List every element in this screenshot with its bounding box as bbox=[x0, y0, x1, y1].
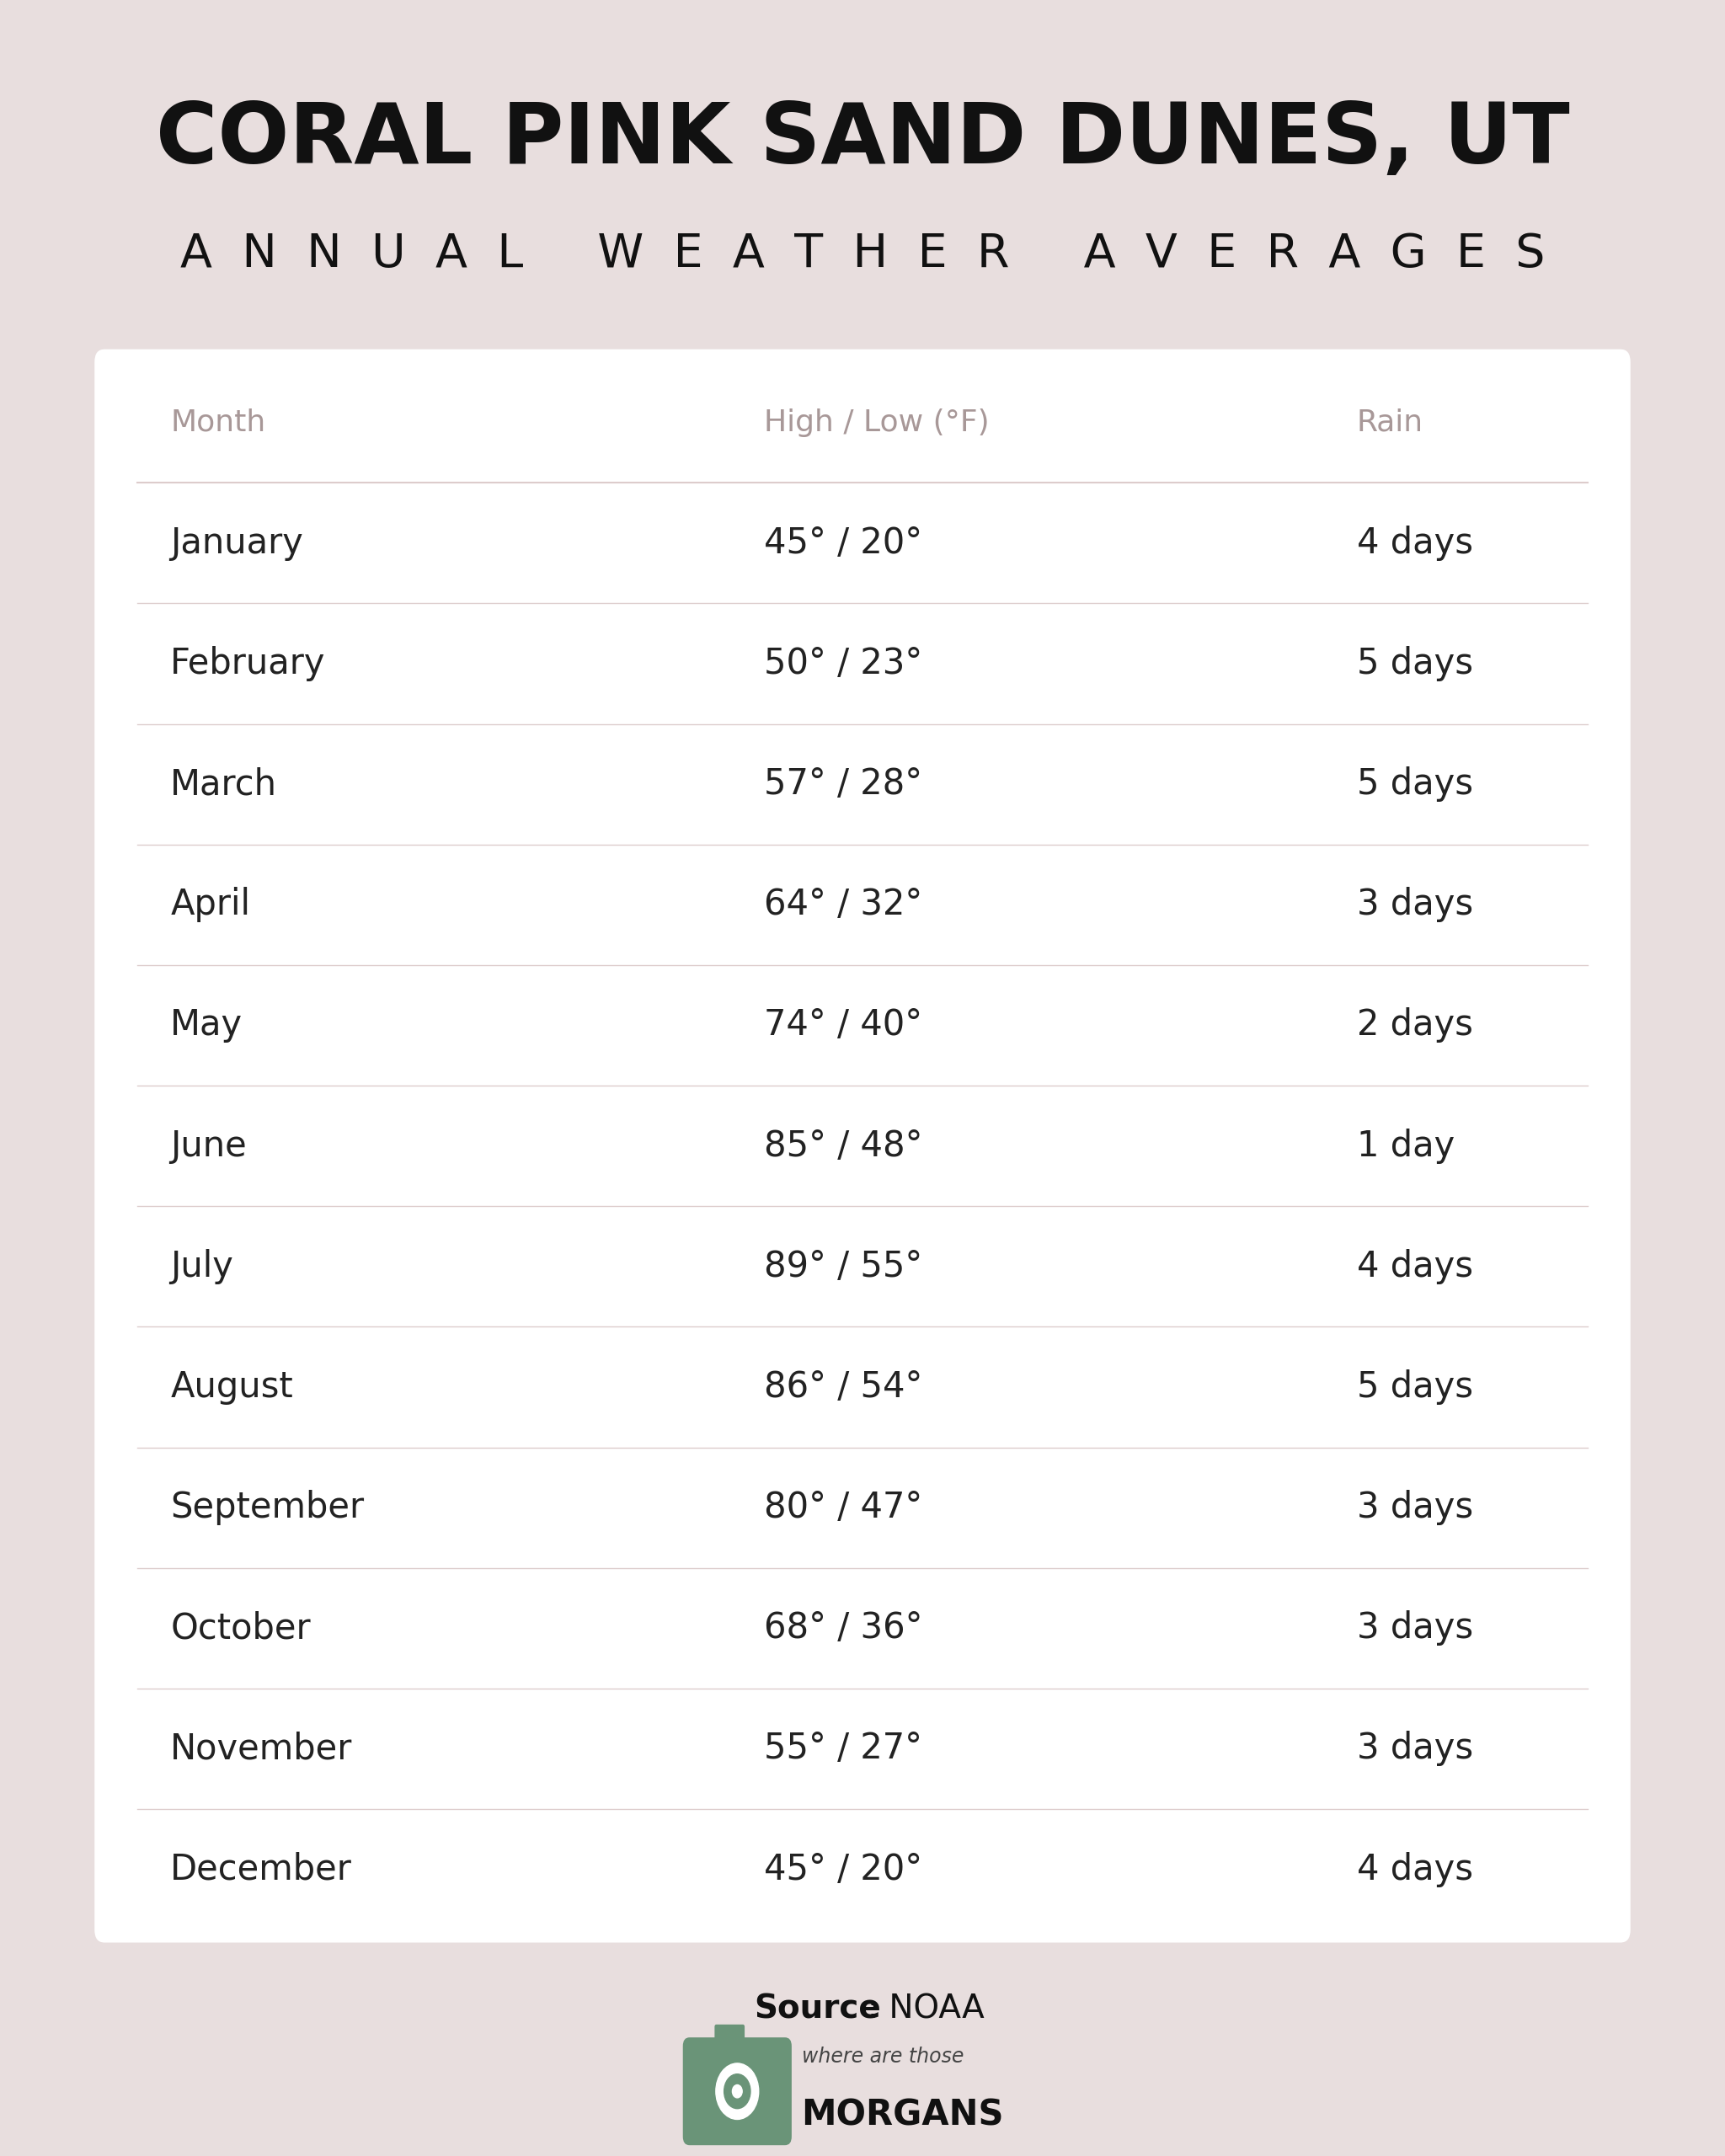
Text: 3 days: 3 days bbox=[1358, 1490, 1473, 1524]
Text: 64° / 32°: 64° / 32° bbox=[764, 886, 923, 923]
Text: February: February bbox=[171, 647, 326, 681]
Text: A  N  N  U  A  L     W  E  A  T  H  E  R     A  V  E  R  A  G  E  S: A N N U A L W E A T H E R A V E R A G E … bbox=[179, 231, 1546, 278]
Text: 2 days: 2 days bbox=[1358, 1007, 1473, 1044]
Text: 50° / 23°: 50° / 23° bbox=[764, 647, 923, 681]
Text: January: January bbox=[171, 526, 304, 561]
Text: 45° / 20°: 45° / 20° bbox=[764, 1852, 923, 1886]
Text: June: June bbox=[171, 1128, 247, 1164]
Text: CORAL PINK SAND DUNES, UT: CORAL PINK SAND DUNES, UT bbox=[155, 99, 1570, 181]
Text: April: April bbox=[171, 886, 250, 923]
Text: where are those: where are those bbox=[802, 2046, 964, 2068]
Text: March: March bbox=[171, 768, 278, 802]
Text: November: November bbox=[171, 1731, 352, 1766]
Text: 80° / 47°: 80° / 47° bbox=[764, 1490, 923, 1524]
Text: 3 days: 3 days bbox=[1358, 1611, 1473, 1645]
Text: Source: Source bbox=[754, 1994, 881, 2024]
Text: 55° / 27°: 55° / 27° bbox=[764, 1731, 921, 1766]
Text: 1 day: 1 day bbox=[1358, 1128, 1454, 1164]
Text: August: August bbox=[171, 1369, 293, 1406]
FancyBboxPatch shape bbox=[714, 2024, 745, 2050]
Circle shape bbox=[733, 2085, 742, 2098]
FancyBboxPatch shape bbox=[683, 2037, 792, 2145]
Text: 4 days: 4 days bbox=[1358, 526, 1473, 561]
Text: July: July bbox=[171, 1248, 233, 1285]
Text: 45° / 20°: 45° / 20° bbox=[764, 526, 923, 561]
Text: 5 days: 5 days bbox=[1358, 1369, 1473, 1406]
Text: 86° / 54°: 86° / 54° bbox=[764, 1369, 923, 1406]
Text: 4 days: 4 days bbox=[1358, 1852, 1473, 1886]
Circle shape bbox=[724, 2074, 750, 2109]
Text: MORGANS: MORGANS bbox=[802, 2098, 1004, 2132]
Text: 5 days: 5 days bbox=[1358, 768, 1473, 802]
Text: 85° / 48°: 85° / 48° bbox=[764, 1128, 923, 1164]
Text: 4 days: 4 days bbox=[1358, 1248, 1473, 1285]
Text: 68° / 36°: 68° / 36° bbox=[764, 1611, 923, 1645]
Text: Month: Month bbox=[171, 407, 266, 438]
Text: December: December bbox=[171, 1852, 352, 1886]
Text: 3 days: 3 days bbox=[1358, 886, 1473, 923]
Text: September: September bbox=[171, 1490, 364, 1524]
Circle shape bbox=[716, 2063, 759, 2119]
Text: 57° / 28°: 57° / 28° bbox=[764, 768, 923, 802]
Text: October: October bbox=[171, 1611, 310, 1645]
Text: High / Low (°F): High / Low (°F) bbox=[764, 407, 988, 438]
FancyBboxPatch shape bbox=[95, 349, 1630, 1943]
Text: 74° / 40°: 74° / 40° bbox=[764, 1007, 923, 1044]
Text: 89° / 55°: 89° / 55° bbox=[764, 1248, 923, 1285]
Text: May: May bbox=[171, 1007, 243, 1044]
Text: 3 days: 3 days bbox=[1358, 1731, 1473, 1766]
Text: : NOAA: : NOAA bbox=[868, 1994, 985, 2024]
Text: Rain: Rain bbox=[1358, 407, 1423, 438]
Text: 5 days: 5 days bbox=[1358, 647, 1473, 681]
